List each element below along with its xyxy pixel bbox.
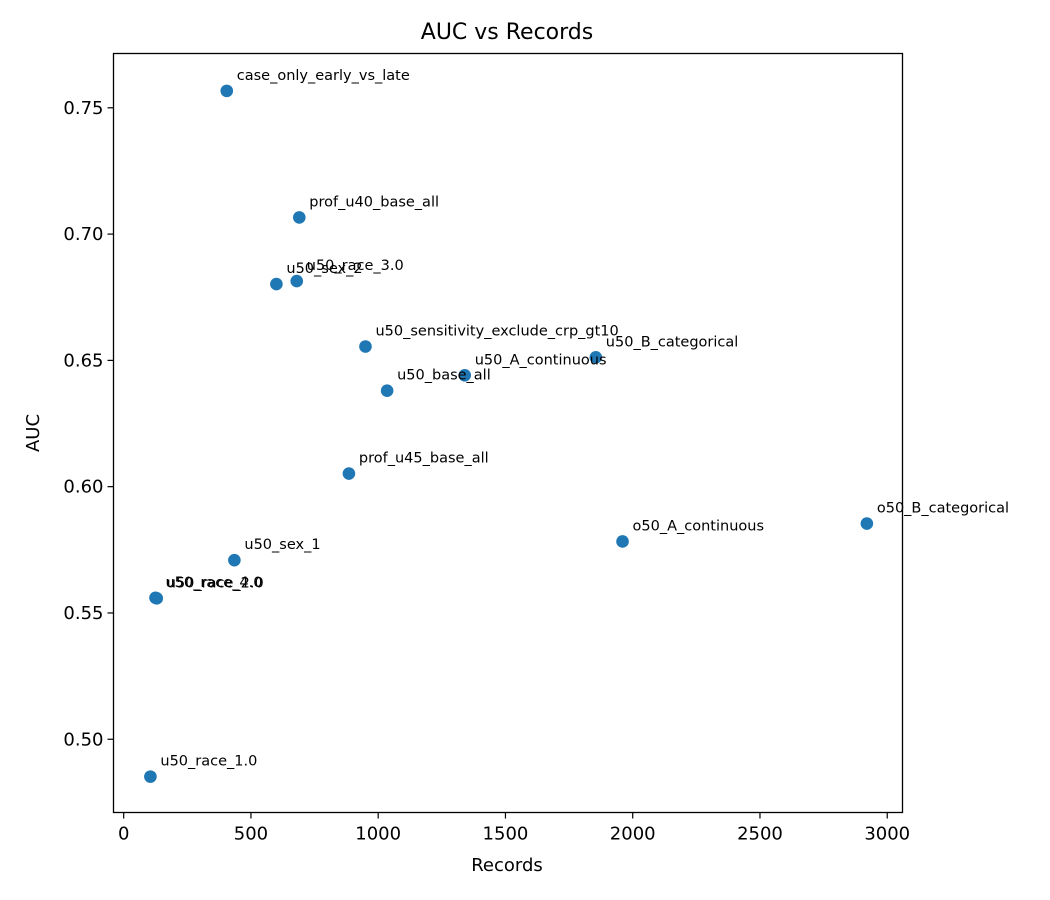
data-point bbox=[359, 340, 372, 353]
data-point-label: u50_race_4.0 bbox=[165, 575, 262, 591]
point-labels: case_only_early_vs_late prof_u40_base_all… bbox=[160, 68, 1009, 770]
x-tick-label: 3000 bbox=[864, 824, 910, 845]
data-point-label: u50_sex_1 bbox=[244, 537, 320, 553]
y-tick-label: 0.65 bbox=[63, 350, 103, 371]
y-tick-label: 0.55 bbox=[63, 603, 103, 624]
data-point-label: prof_u40_base_all bbox=[309, 194, 439, 210]
data-point-label: o50_A_continuous bbox=[633, 518, 764, 534]
data-point bbox=[228, 553, 241, 567]
y-axis-label: AUC bbox=[23, 414, 44, 452]
data-point bbox=[589, 351, 603, 364]
data-point-label: u50_base_all bbox=[397, 368, 491, 384]
x-tick-label: 1500 bbox=[483, 824, 529, 845]
x-tick-label: 1000 bbox=[355, 824, 401, 845]
x-tick-label: 2000 bbox=[610, 824, 656, 845]
data-point bbox=[292, 211, 306, 224]
data-point-label: u50_race_1.0 bbox=[160, 754, 257, 770]
data-point bbox=[458, 368, 472, 382]
chart-title: AUC vs Records bbox=[421, 20, 593, 45]
y-tick-label: 0.75 bbox=[63, 98, 103, 119]
data-point bbox=[150, 592, 164, 605]
axis-ticks: 0 500 1000 1500 2000 2500 3000 0.50 0.55 0.60 0.65… bbox=[63, 98, 910, 845]
data-point-label: u50_A_continuous bbox=[475, 352, 607, 368]
data-point-label: u50_sex_2 bbox=[286, 261, 362, 277]
y-tick-label: 0.60 bbox=[63, 477, 103, 498]
y-tick-label: 0.70 bbox=[63, 224, 103, 245]
data-points bbox=[144, 84, 874, 783]
data-point bbox=[220, 84, 234, 98]
data-point bbox=[860, 517, 874, 530]
data-point-label: u50_race_2.0 bbox=[167, 575, 264, 591]
data-point bbox=[342, 467, 356, 480]
data-point bbox=[616, 535, 629, 548]
x-axis-label: Records bbox=[471, 855, 543, 876]
data-point bbox=[270, 277, 283, 291]
y-tick-label: 0.50 bbox=[63, 729, 103, 750]
data-point-label: o50_B_categorical bbox=[877, 501, 1009, 517]
data-point-label: u50_race_3.0 bbox=[307, 258, 404, 274]
x-tick-label: 500 bbox=[234, 824, 268, 845]
x-tick-label: 2500 bbox=[737, 824, 783, 845]
data-point bbox=[290, 274, 304, 288]
data-point bbox=[380, 384, 394, 397]
data-point bbox=[144, 770, 157, 783]
data-point-label: u50_sensitivity_exclude_crp_gt10 bbox=[375, 323, 618, 339]
x-tick-label: 0 bbox=[118, 824, 129, 845]
data-point-label: case_only_early_vs_late bbox=[237, 68, 410, 84]
data-point-label: u50_B_categorical bbox=[606, 334, 739, 350]
plot-area-frame bbox=[112, 52, 904, 814]
data-point-label: prof_u45_base_all bbox=[359, 451, 489, 467]
